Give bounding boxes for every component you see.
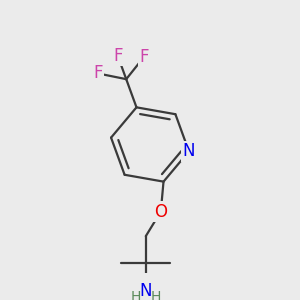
Text: N: N [183, 142, 195, 160]
Text: H: H [130, 290, 141, 300]
Text: N: N [140, 282, 152, 300]
Text: O: O [154, 202, 167, 220]
Text: F: F [113, 47, 123, 65]
Text: F: F [93, 64, 103, 82]
Text: F: F [140, 48, 149, 66]
Text: H: H [151, 290, 161, 300]
